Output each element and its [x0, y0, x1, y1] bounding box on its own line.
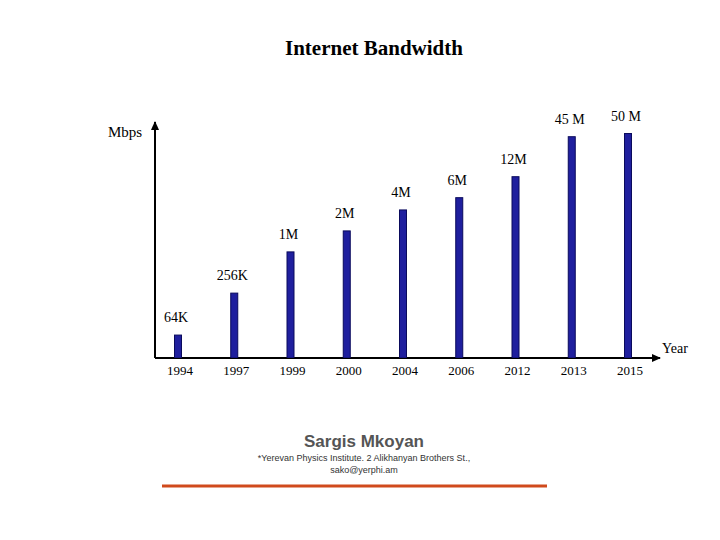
author: Sargis Mkoyan — [304, 432, 424, 451]
x-tick-label: 2000 — [336, 363, 362, 378]
data-label: 2M — [335, 206, 355, 221]
bars — [175, 134, 632, 358]
x-tick-label: 1994 — [167, 363, 194, 378]
data-label: 45 M — [555, 112, 586, 127]
bar — [287, 252, 294, 358]
y-axis-label: Mbps — [108, 124, 142, 140]
footer-rule — [162, 485, 547, 488]
title: Internet Bandwidth — [285, 36, 463, 60]
x-tick-label: 2013 — [561, 363, 587, 378]
bar — [625, 134, 632, 358]
bar — [512, 177, 519, 358]
x-axis-label: Year — [662, 341, 688, 356]
bar — [343, 231, 350, 358]
data-label: 1M — [279, 227, 299, 242]
data-label: 256K — [217, 268, 248, 283]
x-tick-label: 1997 — [223, 363, 250, 378]
x-tick-label: 2006 — [448, 363, 475, 378]
data-label: 4M — [391, 185, 411, 200]
y-axis — [154, 122, 156, 358]
x-tick-label: 2012 — [505, 363, 531, 378]
data-label: 64K — [164, 310, 188, 325]
bar — [175, 335, 182, 358]
chart: Internet Bandwidth Mbps Year 64K 1994 256K 199… — [0, 0, 720, 540]
bar — [456, 198, 463, 358]
affiliation: *Yerevan Physics Institute. 2 Alikhanyan… — [258, 453, 470, 463]
x-tick-label: 2004 — [392, 363, 419, 378]
data-label: 6M — [448, 173, 468, 188]
x-tick-label: 2015 — [617, 363, 643, 378]
email: sako@yerphi.am — [330, 465, 398, 475]
bar — [400, 210, 407, 358]
data-label: 50 M — [611, 109, 642, 124]
bar — [231, 293, 238, 358]
x-tick-label: 1999 — [280, 363, 306, 378]
data-label: 12M — [500, 152, 527, 167]
bar — [568, 137, 575, 358]
